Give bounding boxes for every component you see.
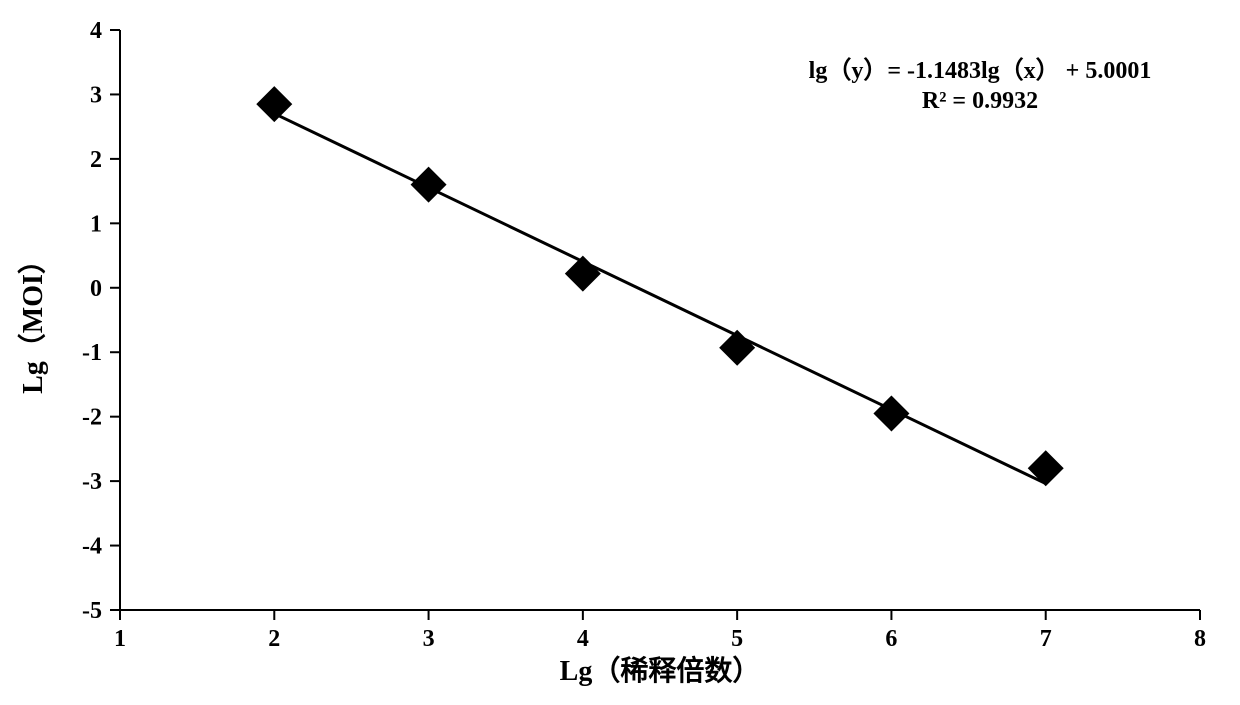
chart-svg: 12345678-5-4-3-2-101234Lg（稀释倍数）Lg（MOI）lg… (0, 0, 1240, 705)
y-tick-label: 4 (90, 18, 102, 44)
x-tick-label: 8 (1194, 626, 1206, 652)
y-tick-label: -5 (82, 598, 102, 624)
y-tick-label: -3 (82, 469, 102, 495)
y-tick-label: -2 (82, 405, 102, 431)
y-tick-label: 0 (90, 276, 102, 302)
x-axis-label: Lg（稀释倍数） (560, 654, 761, 687)
x-tick-label: 3 (423, 626, 435, 652)
data-point (873, 395, 909, 431)
data-point (256, 86, 292, 122)
data-point (565, 256, 601, 292)
x-tick-label: 5 (731, 626, 743, 652)
equation-annotation: lg（y）= -1.1483lg（x） + 5.0001 (809, 57, 1152, 84)
x-tick-label: 6 (885, 626, 897, 652)
data-point (411, 167, 447, 203)
x-tick-label: 4 (577, 626, 589, 652)
y-tick-label: -4 (82, 534, 102, 560)
trend-line (274, 114, 1045, 484)
x-tick-label: 1 (114, 626, 126, 652)
data-point (1028, 450, 1064, 486)
r-squared-annotation: R² = 0.9932 (922, 88, 1038, 114)
scatter-chart: 12345678-5-4-3-2-101234Lg（稀释倍数）Lg（MOI）lg… (0, 0, 1240, 705)
y-tick-label: 1 (90, 211, 102, 237)
y-tick-label: 3 (90, 82, 102, 108)
data-point (719, 330, 755, 366)
y-tick-label: 2 (90, 147, 102, 173)
x-tick-label: 2 (268, 626, 280, 652)
y-tick-label: -1 (82, 340, 102, 366)
y-axis-label: Lg（MOI） (16, 246, 49, 394)
x-tick-label: 7 (1040, 626, 1052, 652)
